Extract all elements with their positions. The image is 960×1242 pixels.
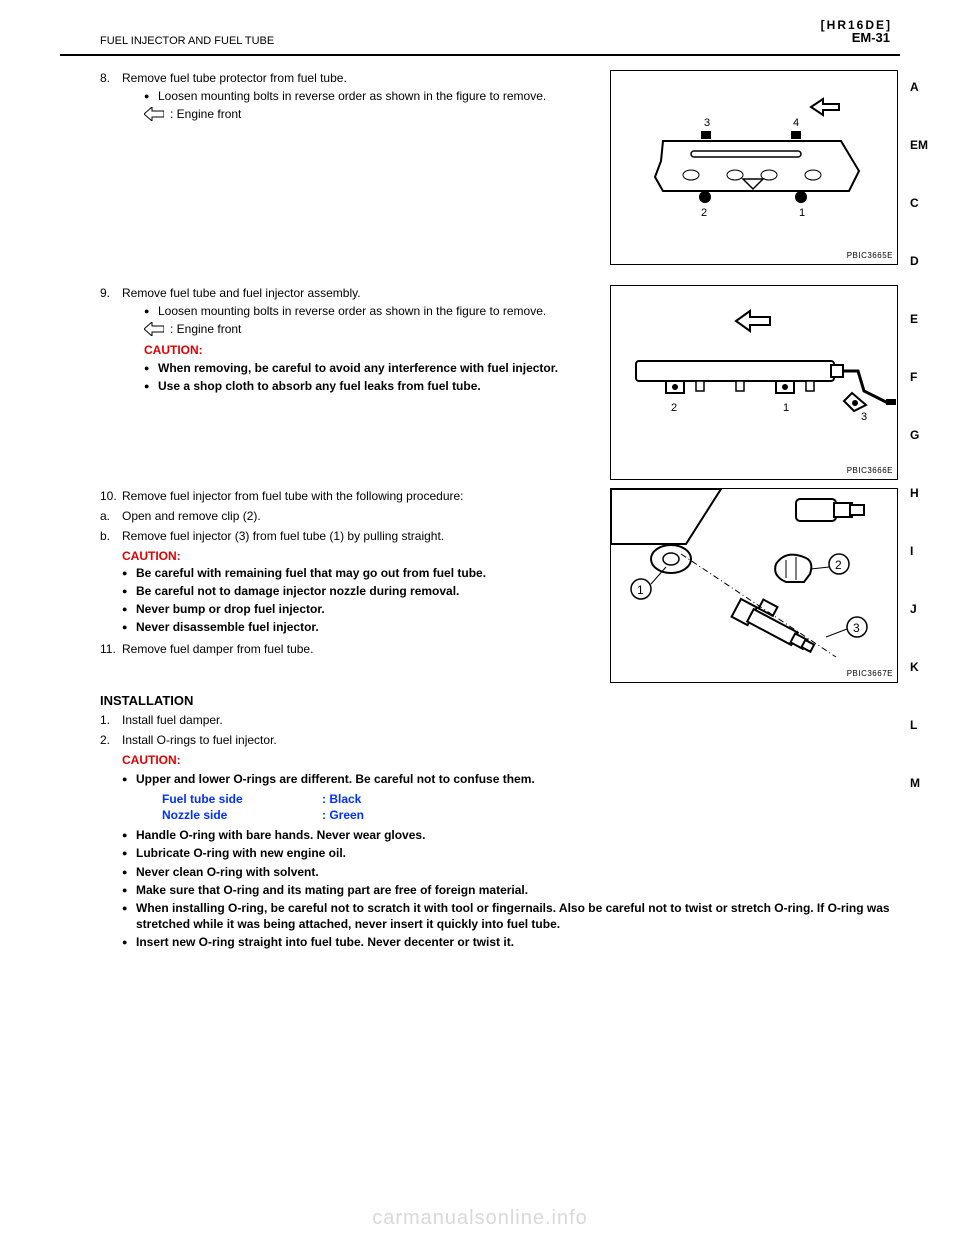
figure-1: 3 4 2 1 PBIC3665E: [610, 70, 898, 265]
step-text: Remove fuel tube and fuel injector assem…: [122, 286, 361, 300]
engine-front-note: : Engine front: [144, 321, 590, 337]
step-text: Install O-rings to fuel injector.: [122, 733, 277, 747]
spec-val: : Green: [322, 807, 364, 823]
step-num: 9.: [100, 285, 110, 301]
svg-text:2: 2: [835, 558, 842, 572]
side-letter-em: EM: [910, 138, 928, 152]
svg-text:2: 2: [671, 402, 677, 414]
svg-text:1: 1: [637, 583, 644, 597]
svg-text:1: 1: [799, 207, 805, 219]
caution-item: Insert new O-ring straight into fuel tub…: [122, 934, 900, 950]
caution-item: Upper and lower O-rings are different. B…: [122, 771, 900, 787]
step-9: 9. Remove fuel tube and fuel injector as…: [100, 285, 590, 394]
caution-item: Make sure that O-ring and its mating par…: [122, 882, 900, 898]
caution-item: When installing O-ring, be careful not t…: [122, 900, 900, 932]
install-step-1: 1. Install fuel damper.: [100, 712, 900, 728]
caution-item: Lubricate O-ring with new engine oil.: [122, 845, 900, 861]
svg-text:3: 3: [861, 411, 867, 423]
side-index: A EM C D E F G H I J K L M: [910, 80, 928, 790]
caution-item: Never bump or drop fuel injector.: [122, 601, 590, 617]
caution-item: Never clean O-ring with solvent.: [122, 864, 900, 880]
oring-spec: Fuel tube side : Black Nozzle side : Gre…: [162, 791, 900, 823]
arrow-label: : Engine front: [170, 106, 241, 122]
step-text: Remove fuel injector from fuel tube with…: [122, 489, 464, 503]
step-num: 8.: [100, 70, 110, 86]
header-subtitle: FUEL INJECTOR AND FUEL TUBE: [100, 35, 274, 47]
figure-1-code: PBIC3665E: [847, 251, 893, 260]
arrow-left-icon: [144, 322, 164, 336]
step-num: 11.: [100, 641, 116, 657]
svg-text:4: 4: [793, 117, 799, 129]
step-11: 11. Remove fuel damper from fuel tube.: [100, 641, 590, 657]
step-text: Install fuel damper.: [122, 713, 223, 727]
svg-text:3: 3: [704, 117, 710, 129]
side-letter: L: [910, 718, 928, 732]
side-letter: E: [910, 312, 928, 326]
caution-item: When removing, be careful to avoid any i…: [144, 360, 590, 376]
side-letter: K: [910, 660, 928, 674]
caution-item: Be careful not to damage injector nozzle…: [122, 583, 590, 599]
step-10: 10. Remove fuel injector from fuel tube …: [100, 488, 590, 504]
spec-key: Nozzle side: [162, 807, 322, 823]
side-letter: D: [910, 254, 928, 268]
arrow-left-icon: [144, 107, 164, 121]
caution-item: Never disassemble fuel injector.: [122, 619, 590, 635]
side-letter: F: [910, 370, 928, 384]
side-letter: A: [910, 80, 928, 94]
step-text: Remove fuel damper from fuel tube.: [122, 642, 313, 656]
caution-label: CAUTION:: [122, 753, 181, 767]
installation-heading: INSTALLATION: [100, 693, 900, 708]
engine-front-note: : Engine front: [144, 106, 590, 122]
step-text: Remove fuel tube protector from fuel tub…: [122, 71, 347, 85]
caution-item: Be careful with remaining fuel that may …: [122, 565, 590, 581]
side-letter: C: [910, 196, 928, 210]
step-num: 1.: [100, 712, 110, 728]
svg-text:2: 2: [701, 207, 707, 219]
side-letter: M: [910, 776, 928, 790]
caution-item: Use a shop cloth to absorb any fuel leak…: [144, 378, 590, 394]
arrow-label: : Engine front: [170, 321, 241, 337]
side-letter: H: [910, 486, 928, 500]
spec-key: Fuel tube side: [162, 791, 322, 807]
caution-label: CAUTION:: [122, 549, 181, 563]
step-9-sub: Loosen mounting bolts in reverse order a…: [144, 303, 590, 319]
side-letter: J: [910, 602, 928, 616]
svg-text:3: 3: [853, 621, 860, 635]
watermark: carmanualsonline.info: [0, 1207, 960, 1230]
figure-3: 1: [610, 488, 898, 683]
page-number: EM-31: [852, 30, 890, 45]
install-step-2: 2. Install O-rings to fuel injector. CAU…: [100, 732, 900, 950]
sub-num: a.: [100, 508, 110, 524]
sub-num: b.: [100, 528, 110, 544]
step-10b: b. Remove fuel injector (3) from fuel tu…: [100, 528, 590, 544]
figure-2: 2 1 3 PBIC3666E: [610, 285, 898, 480]
step-8: 8. Remove fuel tube protector from fuel …: [100, 70, 590, 123]
step-num: 10.: [100, 488, 117, 504]
step-10a: a. Open and remove clip (2).: [100, 508, 590, 524]
side-letter: G: [910, 428, 928, 442]
sub-text: Remove fuel injector (3) from fuel tube …: [122, 529, 444, 543]
step-num: 2.: [100, 732, 110, 748]
caution-item: Handle O-ring with bare hands. Never wea…: [122, 827, 900, 843]
sub-text: Open and remove clip (2).: [122, 509, 261, 523]
spec-val: : Black: [322, 791, 361, 807]
caution-label: CAUTION:: [144, 343, 203, 357]
svg-text:1: 1: [783, 402, 789, 414]
figure-3-code: PBIC3667E: [847, 669, 893, 678]
step-8-sub: Loosen mounting bolts in reverse order a…: [144, 88, 590, 104]
header-rule: [60, 54, 900, 56]
side-letter: I: [910, 544, 928, 558]
figure-2-code: PBIC3666E: [847, 466, 893, 475]
